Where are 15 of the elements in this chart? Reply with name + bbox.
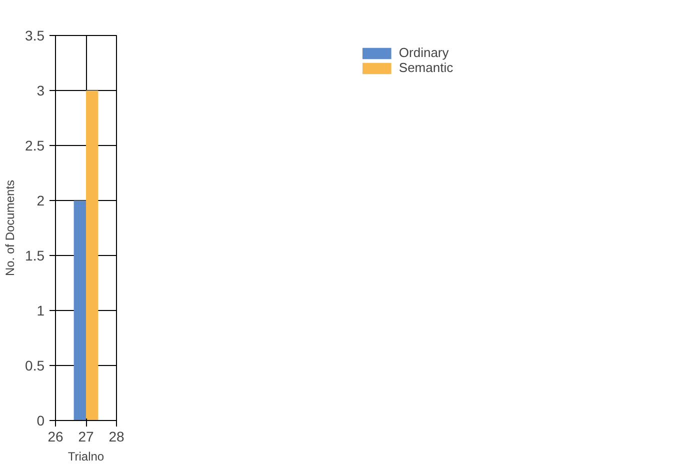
legend-label: Semantic: [398, 60, 454, 75]
x-tick-label: 26: [48, 428, 64, 444]
y-tick-label: 1.5: [25, 248, 45, 264]
y-tick-label: 3.5: [25, 28, 45, 44]
x-tick-label: 27: [78, 428, 94, 444]
y-tick-label: 2.5: [25, 138, 45, 154]
legend-label: Ordinary: [398, 45, 449, 60]
y-axis-title: No. of Documents: [3, 180, 18, 276]
x-tick-label: 28: [108, 428, 124, 444]
y-tick-label: 0: [36, 412, 45, 428]
y-tick-label: 0.5: [25, 358, 45, 374]
y-tick-label: 1: [36, 302, 45, 318]
x-axis-title: Trialno: [68, 450, 104, 464]
y-tick-label: 3: [36, 82, 45, 98]
y-tick-label: 2: [36, 192, 45, 208]
